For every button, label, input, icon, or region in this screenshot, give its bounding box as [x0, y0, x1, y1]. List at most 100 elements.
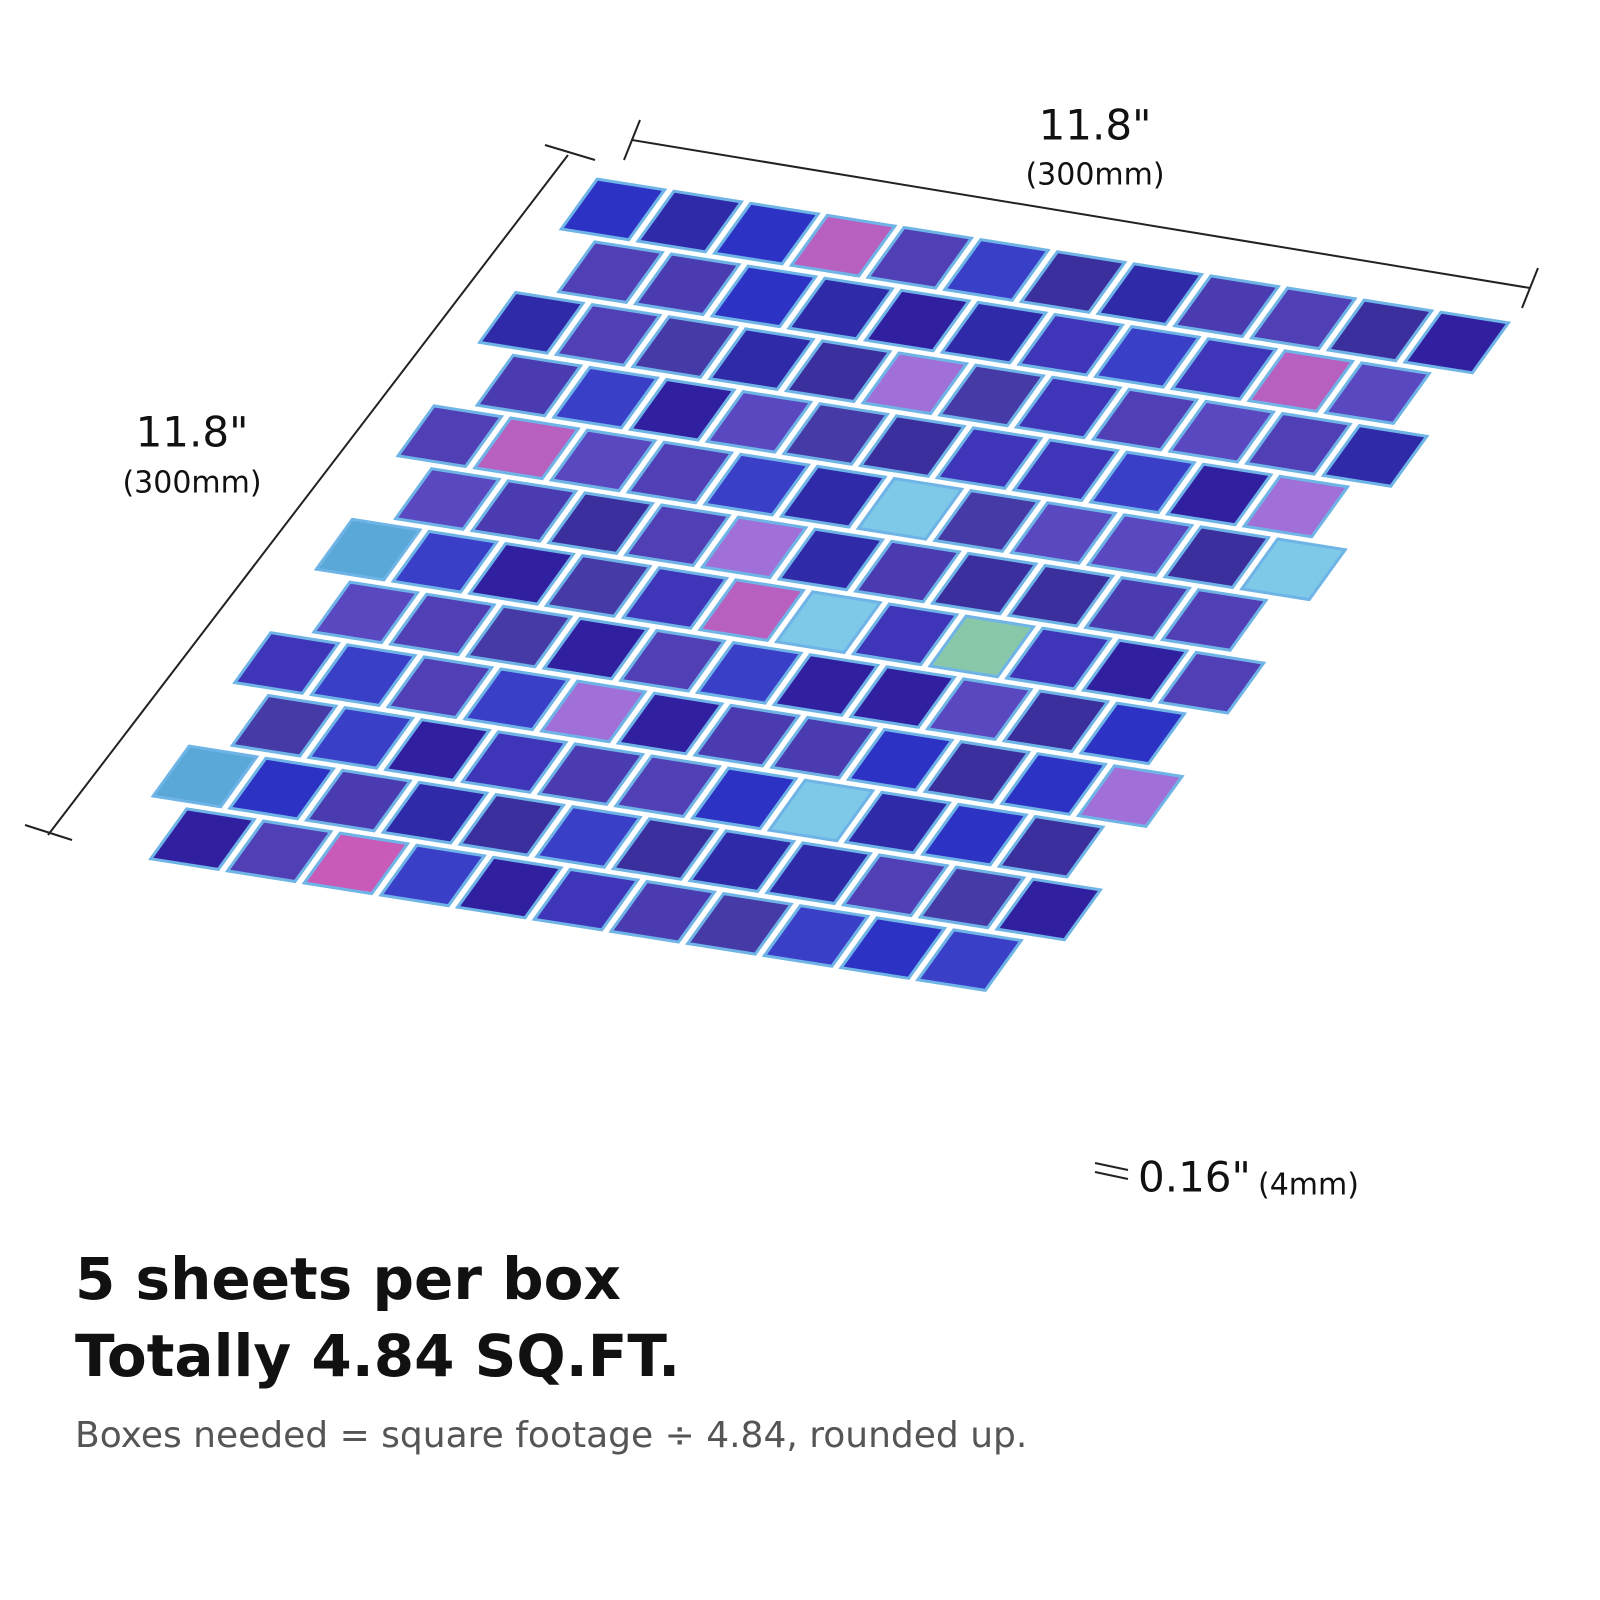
tile: [788, 213, 898, 278]
tile: [934, 426, 1044, 491]
tile: [311, 580, 421, 645]
tile: [711, 201, 821, 266]
tile: [709, 264, 819, 329]
tile: [1088, 450, 1197, 515]
dimension-line: [631, 139, 1531, 289]
tile: [1244, 411, 1353, 476]
tile: [937, 363, 1046, 428]
tile: [1095, 262, 1205, 327]
tile: [917, 865, 1027, 930]
tile: [1004, 626, 1113, 691]
tile: [761, 904, 871, 968]
tile: [476, 290, 586, 355]
tile: [1323, 361, 1432, 426]
tile: [932, 488, 1042, 553]
heading-line: 5 sheets per box: [75, 1245, 621, 1313]
tile: [771, 653, 881, 717]
tile: [383, 718, 492, 782]
tile: [541, 616, 651, 681]
tile: [224, 819, 334, 884]
tile: [534, 804, 643, 869]
tile: [553, 302, 663, 367]
tile: [464, 604, 574, 669]
tile: [855, 476, 965, 541]
tile: [558, 177, 668, 242]
tile: [301, 831, 411, 896]
tile: [618, 628, 727, 693]
tile: [853, 539, 962, 604]
tile: [1320, 423, 1430, 488]
tile: [773, 590, 883, 655]
tile: [635, 189, 745, 254]
tile: [848, 665, 957, 729]
width-dimension: 11.8" (300mm): [623, 101, 1539, 309]
heading-line: Totally 4.84 SQ.FT.: [75, 1322, 680, 1390]
tile: [858, 414, 967, 478]
tile: [395, 404, 505, 469]
width-value: 11.8": [1039, 101, 1152, 150]
tile: [1172, 274, 1281, 339]
tile: [694, 640, 804, 705]
tile: [1011, 438, 1121, 503]
tile: [685, 891, 794, 956]
tile: [687, 829, 797, 894]
tile: [778, 464, 888, 529]
tile: [1164, 462, 1274, 527]
tile: [543, 553, 653, 618]
tile: [850, 602, 960, 667]
length-metric: (300mm): [122, 466, 261, 501]
tile: [783, 339, 893, 404]
tile: [150, 744, 260, 809]
tile: [1006, 563, 1116, 628]
tile: [620, 566, 730, 630]
tile: [862, 288, 972, 353]
length-value: 11.8": [136, 408, 249, 457]
tile: [865, 225, 975, 290]
tile: [472, 416, 581, 481]
tile: [608, 879, 718, 944]
tile: [1016, 312, 1126, 377]
tile: [392, 467, 502, 531]
tile: [303, 768, 413, 833]
tile: [699, 515, 809, 580]
tile: [610, 817, 720, 881]
tile: [769, 715, 878, 780]
tile: [306, 705, 416, 770]
note: Boxes needed = square footage ÷ 4.84, ro…: [75, 1415, 1027, 1456]
tile: [308, 643, 418, 708]
tile: [1167, 399, 1277, 464]
tile: [1083, 575, 1192, 640]
tile: [613, 754, 722, 819]
tile: [776, 527, 886, 592]
tile: [689, 766, 799, 831]
tile: [996, 814, 1106, 879]
tile: [531, 867, 641, 932]
tile: [704, 389, 814, 454]
tile: [1090, 387, 1200, 452]
tile: [999, 752, 1108, 816]
tile: [623, 503, 732, 568]
tile: [707, 327, 816, 392]
tile: [860, 351, 970, 416]
tile: [1248, 286, 1358, 351]
tile: [922, 739, 1032, 804]
tile: [927, 614, 1037, 679]
tile: [1009, 501, 1118, 565]
tile: [1075, 764, 1185, 829]
tile: [313, 517, 423, 582]
tile: [459, 730, 569, 794]
tile: [474, 353, 584, 418]
tile: [1093, 324, 1202, 389]
dimension-tick: [1521, 267, 1539, 309]
tile: [556, 240, 665, 305]
tile: [915, 928, 1024, 993]
dimension-line: [47, 154, 569, 836]
tile: [939, 300, 1049, 365]
tile: [1080, 638, 1190, 703]
length-dimension: 11.8" (300mm): [24, 144, 596, 841]
tile: [229, 693, 339, 758]
tile: [385, 655, 495, 720]
tile: [1325, 298, 1435, 363]
tile: [1169, 337, 1279, 401]
